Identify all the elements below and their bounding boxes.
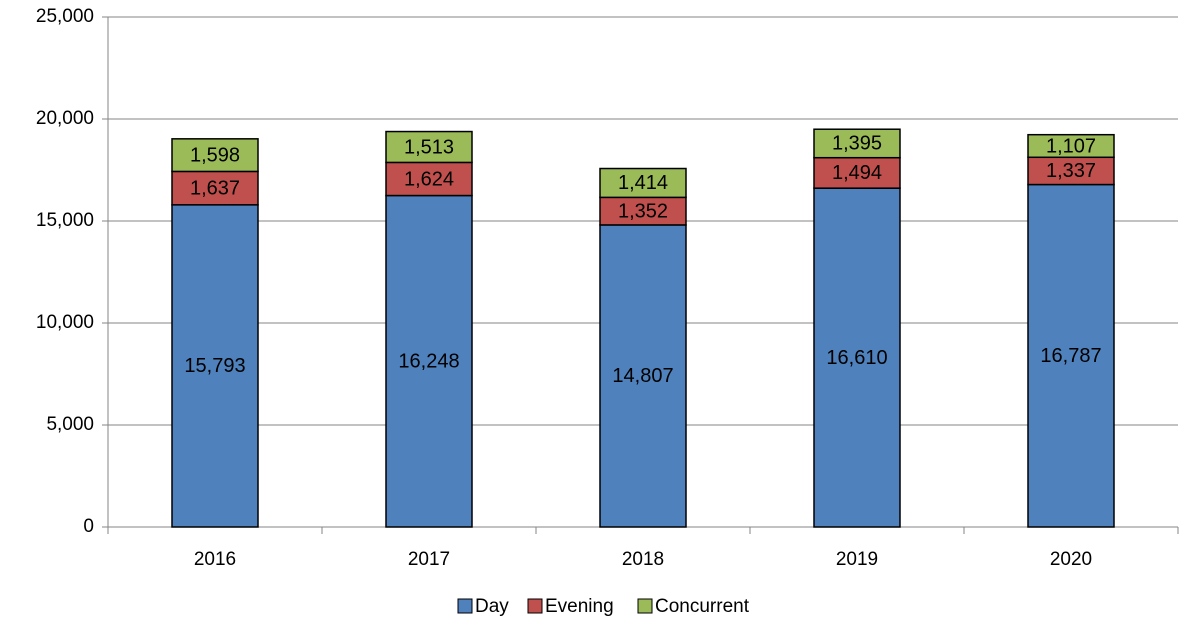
x-tick-label: 2017 bbox=[408, 549, 450, 570]
x-tick-label: 2018 bbox=[622, 549, 664, 570]
legend-label: Evening bbox=[545, 596, 614, 617]
x-tick-label: 2020 bbox=[1050, 549, 1092, 570]
bar-segment bbox=[171, 170, 259, 206]
data-label: 14,807 bbox=[612, 365, 673, 387]
data-label: 16,610 bbox=[826, 347, 887, 369]
y-tick-label: 25,000 bbox=[36, 6, 94, 27]
data-label: 1,337 bbox=[1046, 160, 1096, 182]
bar-segment bbox=[385, 130, 473, 164]
data-label: 1,637 bbox=[190, 177, 240, 199]
bar-segment bbox=[813, 156, 901, 189]
data-label: 1,107 bbox=[1046, 135, 1096, 157]
y-tick-label: 20,000 bbox=[36, 108, 94, 129]
bar-segment bbox=[813, 187, 901, 528]
bar-segment bbox=[599, 196, 687, 226]
data-label: 1,494 bbox=[832, 162, 882, 184]
bar-segment bbox=[599, 224, 687, 528]
bar-segment bbox=[385, 194, 473, 528]
y-tick-label: 10,000 bbox=[36, 312, 94, 333]
data-label: 1,414 bbox=[618, 172, 668, 194]
bar-segment bbox=[599, 167, 687, 199]
data-label: 1,352 bbox=[618, 200, 668, 222]
x-tick-label: 2016 bbox=[194, 549, 236, 570]
bar-segment bbox=[385, 161, 473, 197]
data-label: 1,624 bbox=[404, 168, 454, 190]
y-tick-label: 5,000 bbox=[46, 414, 94, 435]
bar-segment bbox=[1027, 156, 1115, 186]
legend-swatch bbox=[457, 598, 473, 614]
bar-segment bbox=[171, 204, 259, 528]
y-tick-label: 15,000 bbox=[36, 210, 94, 231]
legend-swatch bbox=[637, 598, 653, 614]
legend-label: Day bbox=[475, 596, 509, 617]
data-label: 1,598 bbox=[190, 144, 240, 166]
legend-swatch bbox=[527, 598, 543, 614]
legend-label: Concurrent bbox=[655, 596, 750, 617]
data-label: 1,513 bbox=[404, 136, 454, 158]
data-label: 16,248 bbox=[398, 351, 459, 373]
data-label: 16,787 bbox=[1040, 345, 1101, 367]
data-label: 1,395 bbox=[832, 133, 882, 155]
data-label: 15,793 bbox=[184, 355, 245, 377]
bar-segment bbox=[1027, 183, 1115, 528]
x-tick-label: 2019 bbox=[836, 549, 878, 570]
bar-segment bbox=[1027, 133, 1115, 159]
y-tick-label: 0 bbox=[83, 516, 94, 537]
bar-segment bbox=[813, 128, 901, 159]
bar-segment bbox=[171, 138, 259, 173]
